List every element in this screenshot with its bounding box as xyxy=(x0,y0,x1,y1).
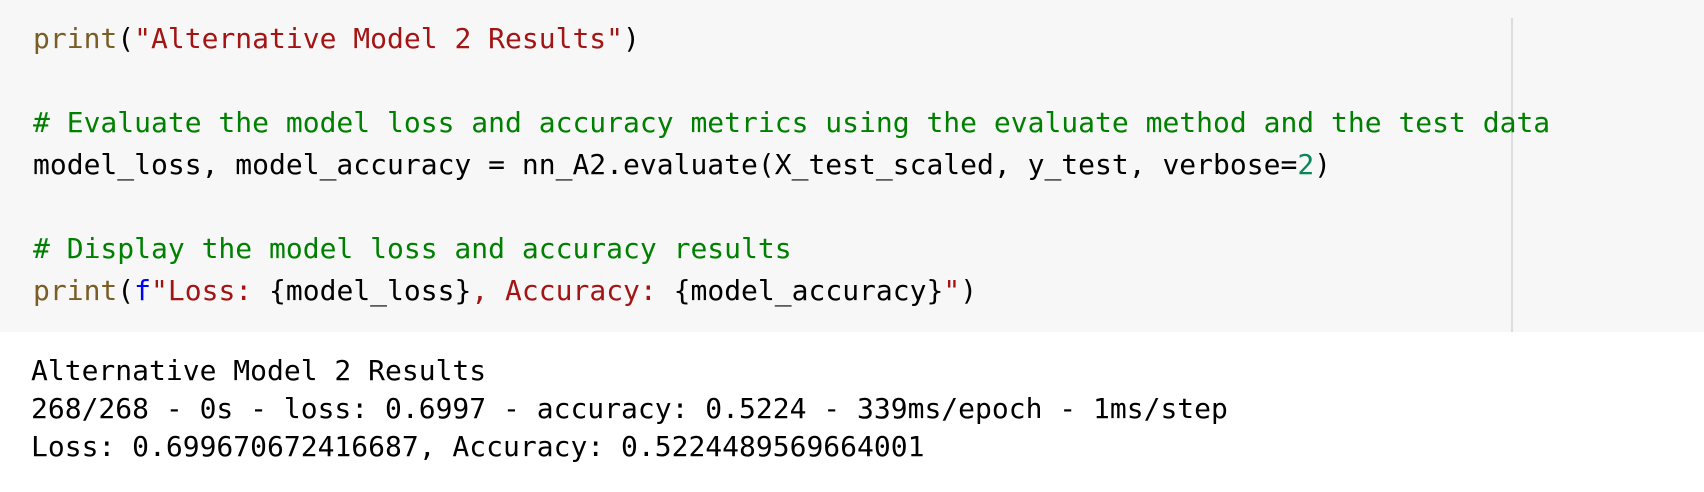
line-length-ruler xyxy=(1511,18,1513,332)
code-token: ) xyxy=(623,22,640,55)
code-line: model_loss, model_accuracy = nn_A2.evalu… xyxy=(33,144,1550,186)
output-line: Alternative Model 2 Results xyxy=(31,354,487,387)
cell-output: Alternative Model 2 Results 268/268 - 0s… xyxy=(0,352,1704,482)
code-line xyxy=(33,186,1550,228)
code-token: ( xyxy=(117,22,135,55)
code-token: ) xyxy=(1314,148,1332,181)
output-line: 268/268 - 0s - loss: 0.6997 - accuracy: … xyxy=(31,392,1228,425)
code-token: ) xyxy=(960,274,978,307)
code-line: # Display the model loss and accuracy re… xyxy=(33,228,1550,270)
code-token: # Evaluate the model loss and accuracy m… xyxy=(33,106,1551,139)
output-lines: Alternative Model 2 Results 268/268 - 0s… xyxy=(31,352,1228,466)
code-token: "Loss: xyxy=(151,274,270,307)
code-token: "Alternative Model 2 Results" xyxy=(134,22,624,55)
code-token: ( xyxy=(117,274,135,307)
output-line: Loss: 0.699670672416687, Accuracy: 0.522… xyxy=(31,430,925,463)
code-token: 2 xyxy=(1297,148,1315,181)
code-token: # Display the model loss and accuracy re… xyxy=(33,232,792,265)
code-token: model_loss, model_accuracy = nn_A2.evalu… xyxy=(33,148,1298,181)
code-token: {model_loss} xyxy=(269,274,472,307)
code-token: print xyxy=(33,22,118,55)
code-line: # Evaluate the model loss and accuracy m… xyxy=(33,102,1550,144)
code-line: print(f"Loss: {model_loss}, Accuracy: {m… xyxy=(33,270,1550,312)
code-token: , Accuracy: xyxy=(471,274,674,307)
code-editor[interactable]: print("Alternative Model 2 Results") # Ev… xyxy=(0,0,1704,332)
code-token: print xyxy=(33,274,118,307)
code-token: " xyxy=(943,274,961,307)
code-line xyxy=(33,60,1550,102)
code-token: {model_accuracy} xyxy=(673,274,944,307)
code-lines: print("Alternative Model 2 Results") # Ev… xyxy=(33,18,1550,312)
code-token: f xyxy=(134,274,152,307)
code-line: print("Alternative Model 2 Results") xyxy=(33,18,1550,60)
